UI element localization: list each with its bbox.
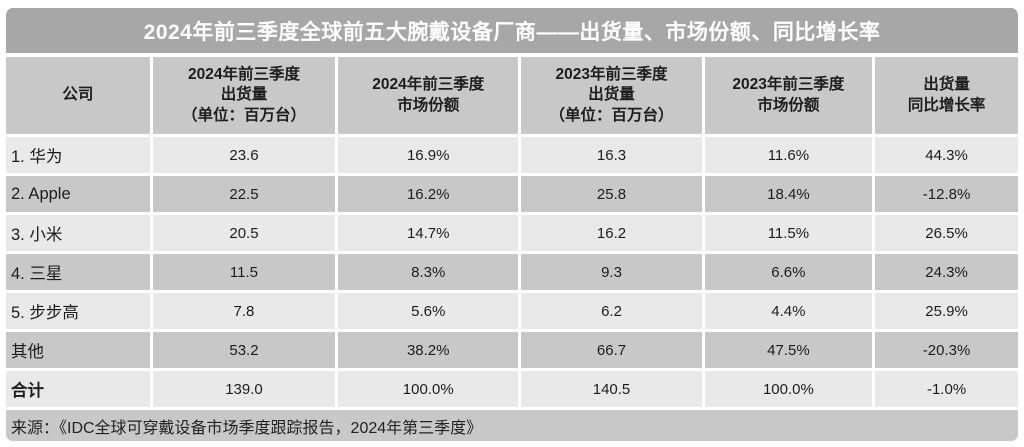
table-cell: 26.5%	[875, 215, 1018, 251]
table-cell: -1.0%	[875, 371, 1018, 407]
column-header-2024-share: 2024年前三季度 市场份额	[338, 57, 519, 134]
table-cell: 47.5%	[704, 332, 873, 368]
column-header-2023-share: 2023年前三季度 市场份额	[704, 57, 873, 134]
data-table: 公司 2024年前三季度 出货量 （单位：百万台） 2024年前三季度 市场份额…	[6, 57, 1018, 407]
table-cell: 8.3%	[338, 254, 519, 290]
table-cell: 11.5	[152, 254, 336, 290]
table-cell: 6.2	[521, 293, 702, 329]
table-cell: 140.5	[521, 371, 702, 407]
company-cell: 其他	[6, 332, 150, 368]
table-cell: 100.0%	[338, 371, 519, 407]
total-row-label: 合计	[6, 371, 150, 407]
table-cell: 16.2%	[338, 176, 519, 212]
table-cell: 11.6%	[704, 137, 873, 173]
table-cell: 14.7%	[338, 215, 519, 251]
table-cell: -12.8%	[875, 176, 1018, 212]
column-header-yoy-growth: 出货量 同比增长率	[875, 57, 1018, 134]
table-cell: 44.3%	[875, 137, 1018, 173]
table-cell: 139.0	[152, 371, 336, 407]
table-cell: 4.4%	[704, 293, 873, 329]
table-cell: 6.6%	[704, 254, 873, 290]
table-cell: 18.4%	[704, 176, 873, 212]
column-header-company: 公司	[6, 57, 150, 134]
table-cell: 22.5	[152, 176, 336, 212]
table-cell: 66.7	[521, 332, 702, 368]
table-cell: 16.3	[521, 137, 702, 173]
table-cell: 16.9%	[338, 137, 519, 173]
table-cell: 20.5	[152, 215, 336, 251]
source-note: 来源：《IDC全球可穿戴设备市场季度跟踪报告，2024年第三季度》	[6, 410, 1018, 441]
table-card: 2024年前三季度全球前五大腕戴设备厂商——出货量、市场份额、同比增长率 公司 …	[6, 8, 1018, 441]
table-cell: 38.2%	[338, 332, 519, 368]
table-title: 2024年前三季度全球前五大腕戴设备厂商——出货量、市场份额、同比增长率	[6, 8, 1018, 53]
table-cell: 7.8	[152, 293, 336, 329]
column-header-2023-shipments: 2023年前三季度 出货量 （单位：百万台）	[521, 57, 702, 134]
table-cell: 53.2	[152, 332, 336, 368]
table-cell: 5.6%	[338, 293, 519, 329]
table-cell: 25.8	[521, 176, 702, 212]
table-cell: -20.3%	[875, 332, 1018, 368]
table-cell: 23.6	[152, 137, 336, 173]
table-cell: 24.3%	[875, 254, 1018, 290]
table-cell: 9.3	[521, 254, 702, 290]
company-cell: 2. Apple	[6, 176, 150, 212]
company-cell: 4. 三星	[6, 254, 150, 290]
table-cell: 25.9%	[875, 293, 1018, 329]
table-cell: 16.2	[521, 215, 702, 251]
company-cell: 3. 小米	[6, 215, 150, 251]
company-cell: 5. 步步高	[6, 293, 150, 329]
table-cell: 11.5%	[704, 215, 873, 251]
table-cell: 100.0%	[704, 371, 873, 407]
column-header-2024-shipments: 2024年前三季度 出货量 （单位：百万台）	[152, 57, 336, 134]
company-cell: 1. 华为	[6, 137, 150, 173]
